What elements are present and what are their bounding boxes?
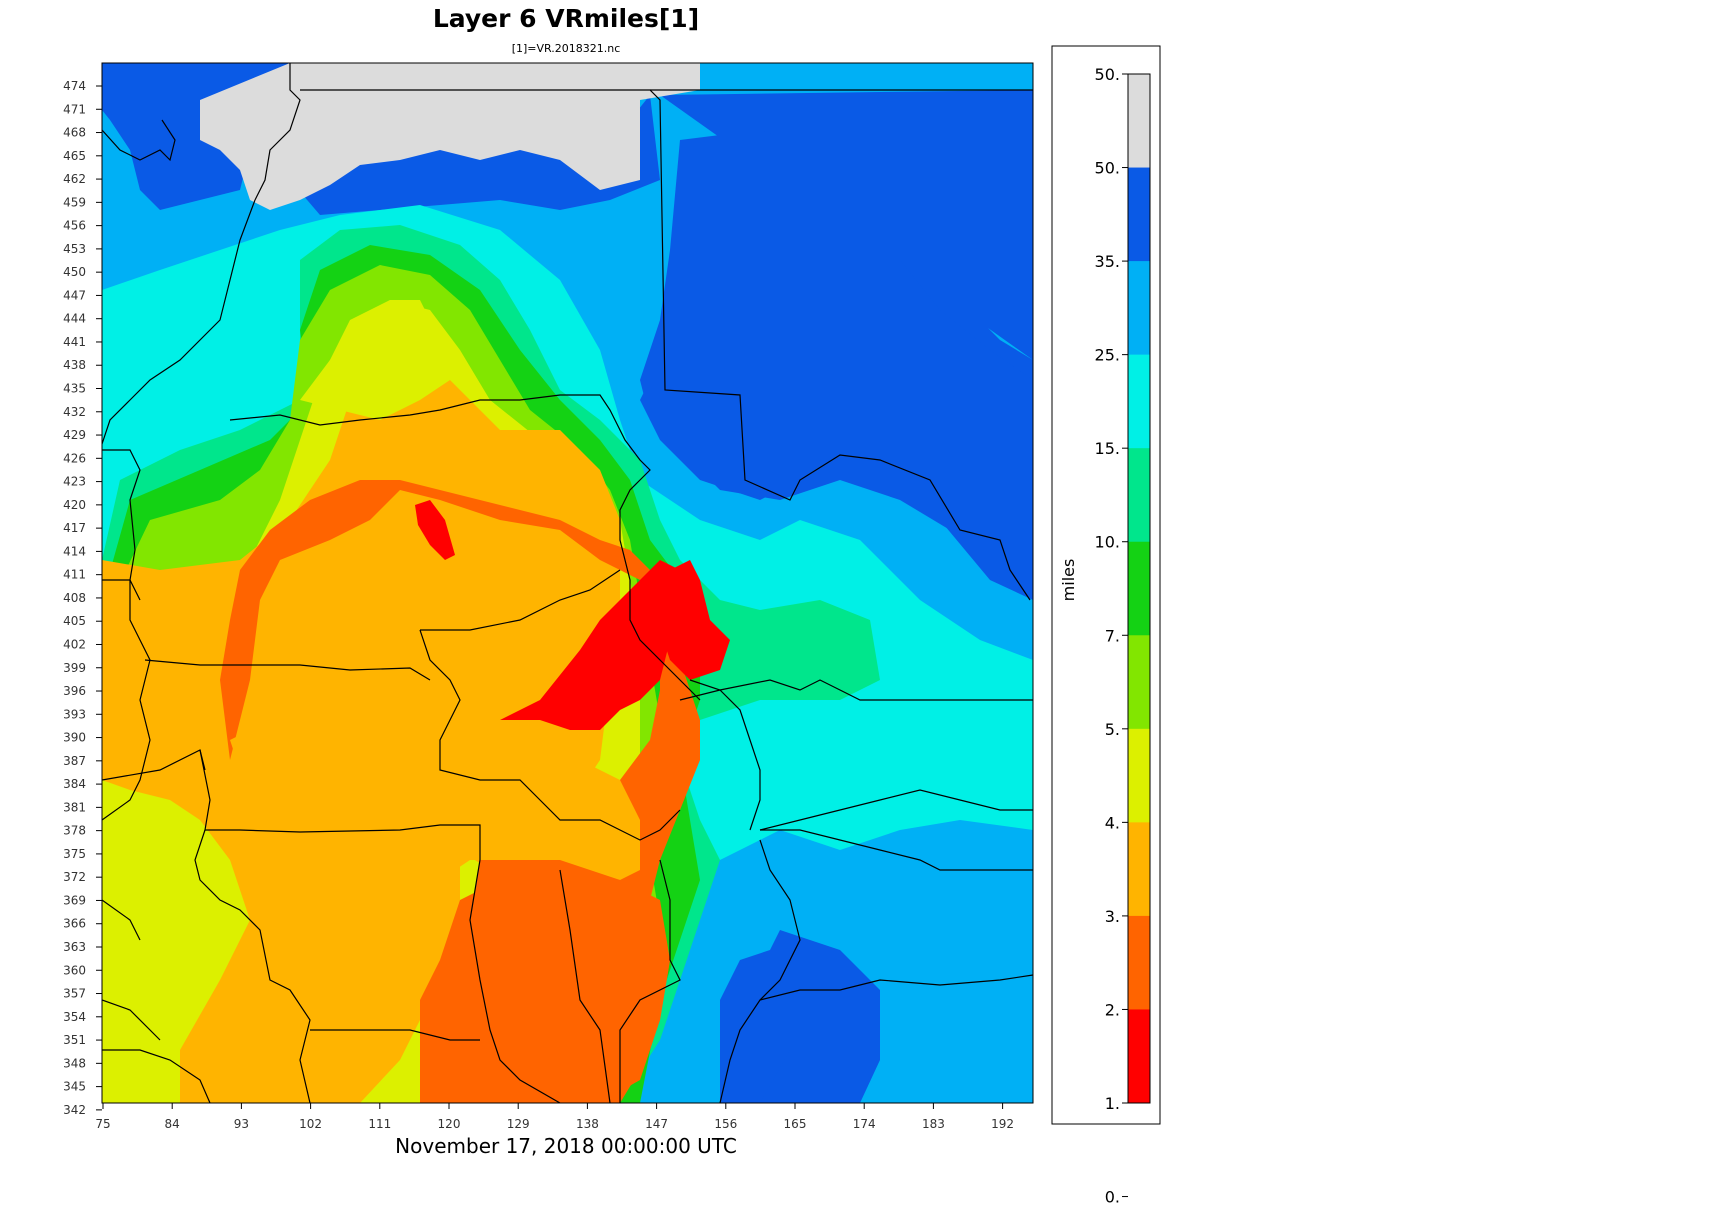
y-tick-label: 447 [63,288,86,302]
x-tick-label: 129 [507,1117,530,1131]
y-tick-label: 414 [63,544,86,558]
y-tick-label: 369 [63,893,86,907]
colorbar-label: 1. [1105,1094,1120,1113]
colorbar-label: 15. [1095,439,1120,458]
y-tick-label: 456 [63,219,86,233]
x-tick-label: 183 [922,1117,945,1131]
y-tick-label: 474 [63,79,86,93]
x-tick-label: 174 [853,1117,876,1131]
y-tick-label: 363 [63,940,86,954]
y-tick-label: 351 [63,1033,86,1047]
colorbar-legend: 50. 50. 35. 25. 15. 10. 7. 5. 4. 3. 2. 1. 0. miles [1051,45,1161,1207]
y-tick-label: 396 [63,684,86,698]
y-tick-label: 402 [63,637,86,651]
colorbar-label: 3. [1105,907,1120,926]
timestamp-label: November 17, 2018 00:00:00 UTC [395,1134,737,1158]
colorbar-swatch [1128,261,1150,356]
y-tick-label: 420 [63,498,86,512]
y-tick-label: 366 [63,917,86,931]
y-tick-label: 360 [63,963,86,977]
y-tick-label: 459 [63,195,86,209]
visibility-field [101,62,1034,1104]
colorbar-unit: miles [1059,559,1078,602]
x-axis: 75 84 93 102 111 120 129 138 147 156 165 174 183 192 [95,1103,1014,1131]
y-tick-label: 345 [63,1080,86,1094]
colorbar-label: 50. [1095,159,1120,178]
y-tick-label: 441 [63,335,86,349]
colorbar-swatch [1128,915,1150,1010]
x-tick-label: 120 [438,1117,461,1131]
y-tick-label: 405 [63,614,86,628]
y-tick-label: 435 [63,382,86,396]
colorbar-label: 4. [1105,813,1120,832]
colorbar-label: 5. [1105,720,1120,739]
colorbar-frame [1127,73,1151,1104]
y-tick-label: 465 [63,149,86,163]
x-tick-label: 147 [645,1117,668,1131]
colorbar-label: 35. [1095,252,1120,271]
x-tick-label: 111 [368,1117,391,1131]
colorbar-swatch [1128,354,1150,449]
x-tick-label: 75 [95,1117,110,1131]
y-tick-label: 342 [63,1103,86,1117]
y-tick-label: 432 [63,405,86,419]
y-tick-label: 384 [63,777,86,791]
y-tick-label: 429 [63,428,86,442]
colorbar-label: 7. [1105,626,1120,645]
x-tick-label: 93 [234,1117,249,1131]
y-tick-label: 462 [63,172,86,186]
y-tick-label: 387 [63,754,86,768]
y-tick-label: 468 [63,126,86,140]
colorbar-label: 50. [1095,65,1120,84]
y-tick-label: 381 [63,800,86,814]
colorbar-swatch [1128,728,1150,823]
y-tick-label: 417 [63,521,86,535]
colorbar-swatch [1128,74,1150,169]
colorbar-label: 10. [1095,533,1120,552]
plot-subtitle: [1]=VR.2018321.nc [512,42,621,55]
colorbar-swatch [1128,541,1150,636]
y-tick-label: 348 [63,1056,86,1070]
colorbar-label: 2. [1105,1000,1120,1019]
y-tick-label: 453 [63,242,86,256]
x-tick-label: 156 [714,1117,737,1131]
colorbar-swatch [1128,167,1150,262]
y-tick-label: 438 [63,358,86,372]
colorbar-label: 0. [1105,1188,1120,1207]
y-tick-label: 450 [63,265,86,279]
colorbar-swatch [1128,635,1150,730]
x-tick-label: 138 [576,1117,599,1131]
x-tick-label: 84 [165,1117,180,1131]
colorbar-swatch [1128,1009,1150,1104]
colorbar-label: 25. [1095,346,1120,365]
y-tick-label: 423 [63,475,86,489]
plot-title: Layer 6 VRmiles[1] [433,4,699,33]
y-tick-label: 471 [63,102,86,116]
y-tick-label: 372 [63,870,86,884]
colorbar-swatch [1128,448,1150,543]
y-tick-label: 393 [63,707,86,721]
y-tick-label: 444 [63,312,86,326]
y-axis: 474 471 468 465 462 459 456 453 450 447 444 441 438 4… [63,79,102,1117]
y-tick-label: 426 [63,451,86,465]
y-tick-label: 357 [63,987,86,1001]
y-tick-label: 375 [63,847,86,861]
y-tick-label: 390 [63,731,86,745]
x-tick-label: 165 [784,1117,807,1131]
y-tick-label: 411 [63,568,86,582]
y-tick-label: 354 [63,1010,86,1024]
x-tick-label: 102 [299,1117,322,1131]
y-tick-label: 378 [63,824,86,838]
y-tick-label: 408 [63,591,86,605]
colorbar-swatch [1128,822,1150,917]
y-tick-label: 399 [63,661,86,675]
x-tick-label: 192 [991,1117,1014,1131]
